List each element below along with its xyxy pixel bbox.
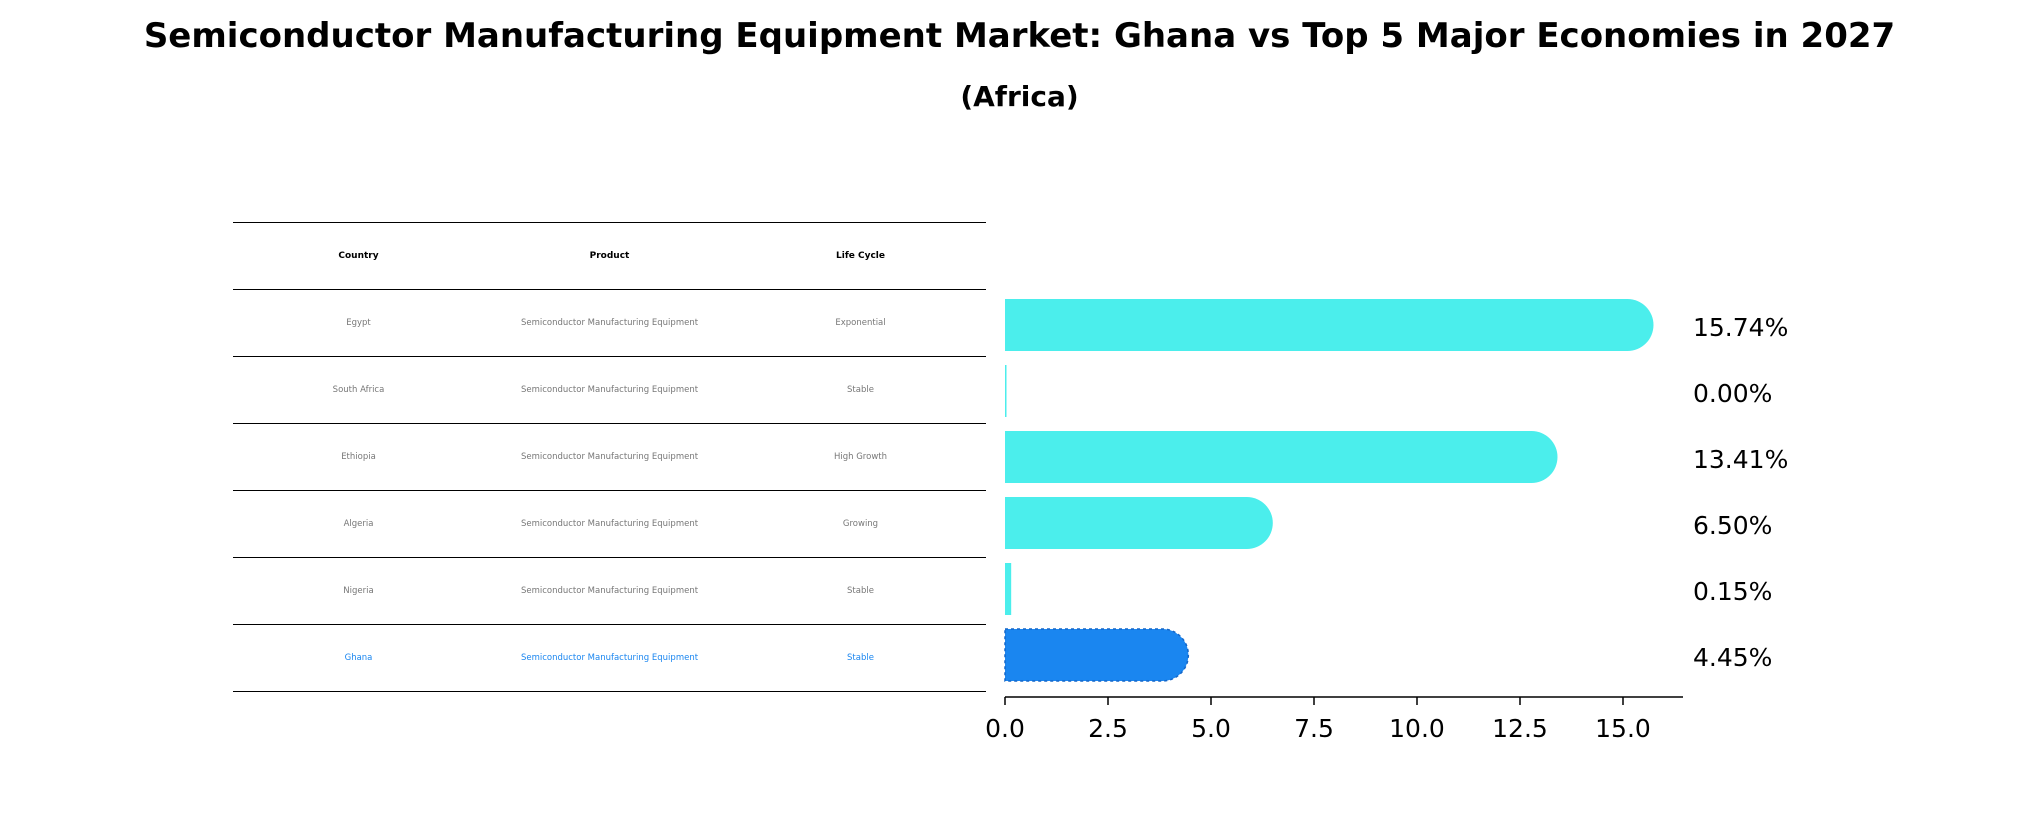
cell-life-cycle: Growing bbox=[735, 490, 986, 558]
x-tick-label: 2.5 bbox=[1088, 714, 1128, 743]
cell-product: Semiconductor Manufacturing Equipment bbox=[484, 356, 735, 424]
cell-country: Ethiopia bbox=[233, 423, 484, 491]
bar-algeria bbox=[1005, 497, 1273, 549]
cell-product: Semiconductor Manufacturing Equipment bbox=[484, 289, 735, 357]
cell-country: Algeria bbox=[233, 490, 484, 558]
cell-product: Semiconductor Manufacturing Equipment bbox=[484, 490, 735, 558]
table-row: Ethiopia Semiconductor Manufacturing Equ… bbox=[233, 423, 986, 491]
cell-product: Semiconductor Manufacturing Equipment bbox=[484, 624, 735, 692]
bar-value-label: 4.45% bbox=[1693, 643, 1772, 672]
x-tick-label: 12.5 bbox=[1492, 714, 1548, 743]
cell-life-cycle: Stable bbox=[735, 624, 986, 692]
header-product: Product bbox=[484, 222, 735, 290]
cell-country: South Africa bbox=[233, 356, 484, 424]
cell-life-cycle: Stable bbox=[735, 356, 986, 424]
bar-egypt bbox=[1005, 299, 1654, 351]
chart-subtitle: (Africa) bbox=[960, 80, 1079, 113]
bar-value-label: 13.41% bbox=[1693, 445, 1788, 474]
x-tick-label: 7.5 bbox=[1294, 714, 1334, 743]
cell-country: Ghana bbox=[233, 624, 484, 692]
x-tick-label: 0.0 bbox=[985, 714, 1025, 743]
bar-value-label: 0.00% bbox=[1693, 379, 1772, 408]
table-row: Algeria Semiconductor Manufacturing Equi… bbox=[233, 490, 986, 558]
country-table: Country Product Life Cycle Egypt Semicon… bbox=[233, 222, 986, 692]
chart-title: Semiconductor Manufacturing Equipment Ma… bbox=[143, 16, 1896, 56]
x-tick-label: 5.0 bbox=[1191, 714, 1231, 743]
cell-life-cycle: Stable bbox=[735, 557, 986, 625]
cell-product: Semiconductor Manufacturing Equipment bbox=[484, 423, 735, 491]
cell-country: Egypt bbox=[233, 289, 484, 357]
table-row-highlight: Ghana Semiconductor Manufacturing Equipm… bbox=[233, 624, 986, 692]
header-country: Country bbox=[233, 222, 484, 290]
bar-south-africa bbox=[1005, 365, 1007, 417]
x-tick-label: 10.0 bbox=[1389, 714, 1445, 743]
bar-ghana bbox=[1004, 628, 1190, 682]
table-row: Nigeria Semiconductor Manufacturing Equi… bbox=[233, 557, 986, 625]
bar-value-label: 15.74% bbox=[1693, 313, 1788, 342]
x-tick-label: 15.0 bbox=[1595, 714, 1651, 743]
bar-nigeria bbox=[1005, 563, 1012, 615]
bar-ethiopia bbox=[1005, 431, 1558, 483]
bar-value-label: 0.15% bbox=[1693, 577, 1772, 606]
table-row: South Africa Semiconductor Manufacturing… bbox=[233, 356, 986, 424]
cell-product: Semiconductor Manufacturing Equipment bbox=[484, 557, 735, 625]
cell-life-cycle: High Growth bbox=[735, 423, 986, 491]
bar-value-label: 6.50% bbox=[1693, 511, 1772, 540]
table-header-row: Country Product Life Cycle bbox=[233, 222, 986, 290]
header-life-cycle: Life Cycle bbox=[735, 222, 986, 290]
cell-life-cycle: Exponential bbox=[735, 289, 986, 357]
table-row: Egypt Semiconductor Manufacturing Equipm… bbox=[233, 289, 986, 357]
cell-country: Nigeria bbox=[233, 557, 484, 625]
